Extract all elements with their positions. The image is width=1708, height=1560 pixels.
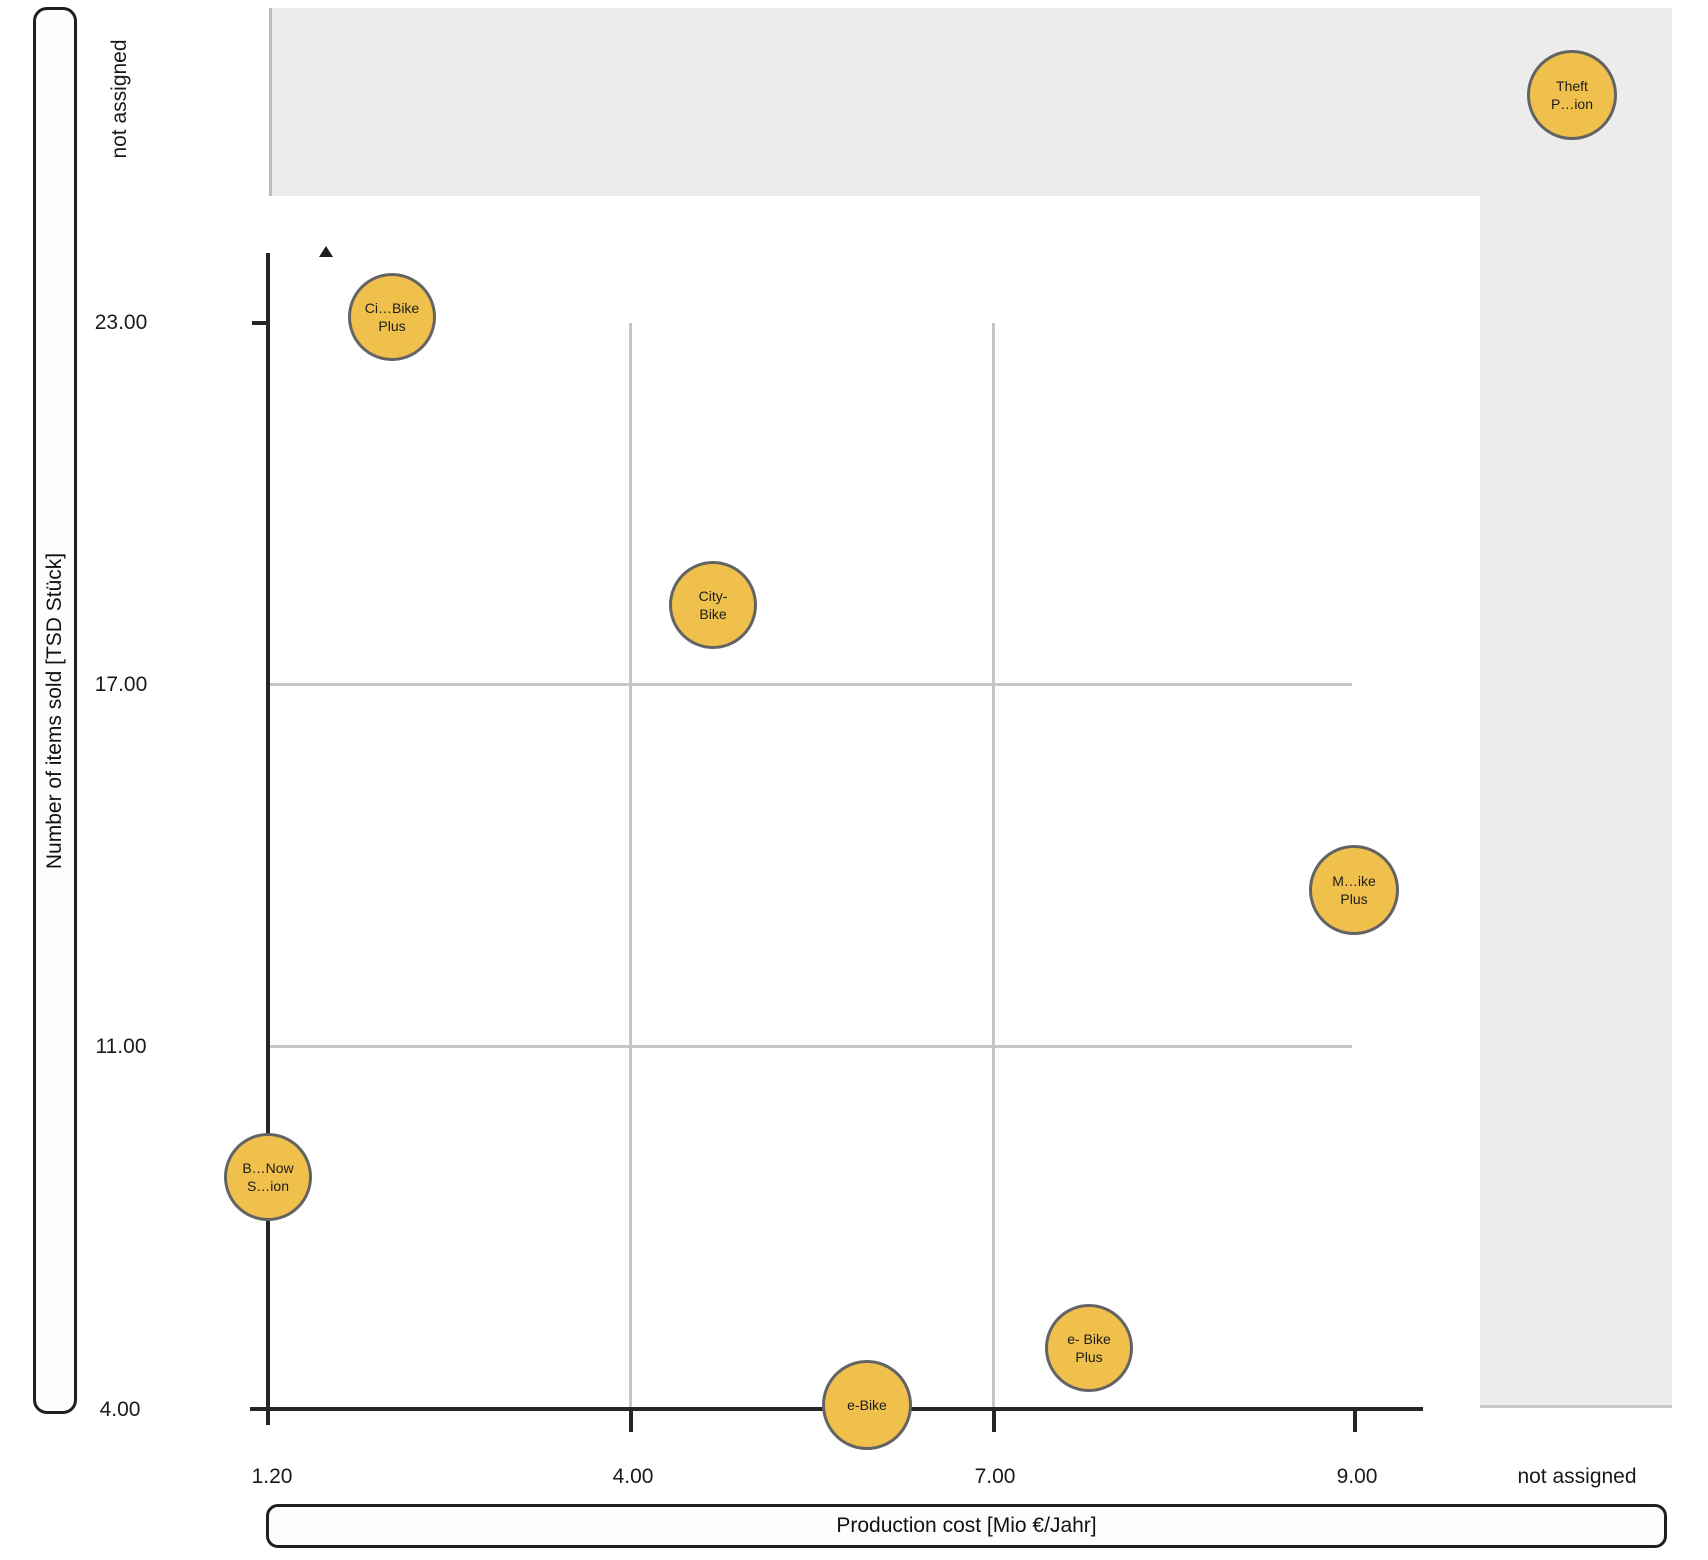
y-axis-line xyxy=(266,253,270,1425)
x-axis-title-box[interactable]: Production cost [Mio €/Jahr] xyxy=(266,1504,1667,1548)
y-tick-23 xyxy=(252,321,268,325)
bubble-label: e-Bike xyxy=(847,1396,887,1413)
y-tick-label-4: 4.00 xyxy=(99,1398,141,1421)
x-axis-title: Production cost [Mio €/Jahr] xyxy=(836,1514,1097,1537)
bubble-m-ike-plus[interactable]: M…ike Plus xyxy=(1309,845,1399,935)
bubble-label: Ci…Bike Plus xyxy=(364,299,420,334)
x-tick-7 xyxy=(992,1411,996,1432)
x-tick-label-4: 4.00 xyxy=(612,1465,654,1488)
y-tick-label-17: 17.00 xyxy=(94,673,148,696)
bubble-label: e- Bike Plus xyxy=(1067,1330,1111,1365)
bubble-b-now-s-ion[interactable]: B…Now S…ion xyxy=(224,1133,312,1221)
bubble-label: M…ike Plus xyxy=(1332,872,1376,907)
bubble-theft-p-ion[interactable]: Theft P…ion xyxy=(1527,50,1617,140)
bubble-label: Theft P…ion xyxy=(1550,77,1594,112)
not-assigned-zone-top xyxy=(269,8,1672,196)
bubble-label: City- Bike xyxy=(698,587,728,622)
gridline-horizontal-11 xyxy=(268,1045,1352,1048)
y-tick-label-11: 11.00 xyxy=(95,1035,147,1058)
bubble-e-bike[interactable]: e-Bike xyxy=(822,1360,912,1450)
x-tick-label-1-20: 1.20 xyxy=(251,1465,293,1488)
gridline-vertical-4 xyxy=(629,323,632,1409)
y-axis-title-box[interactable]: Number of items sold [TSD Stück] xyxy=(33,7,77,1414)
y-tick-label-23: 23.00 xyxy=(94,311,148,334)
gridline-horizontal-17 xyxy=(268,683,1352,686)
bubble-label: B…Now S…ion xyxy=(242,1159,294,1194)
bubble-ci-bike-plus[interactable]: Ci…Bike Plus xyxy=(348,273,436,361)
x-tick-4 xyxy=(629,1411,633,1432)
not-assigned-zone-right xyxy=(1480,196,1672,1408)
axis-arrow-icon xyxy=(319,246,333,257)
bubble-e-bike-plus[interactable]: e- Bike Plus xyxy=(1045,1304,1133,1392)
x-tick-label-7: 7.00 xyxy=(974,1465,1016,1488)
x-tick-9 xyxy=(1353,1411,1357,1432)
x-tick-label-9: 9.00 xyxy=(1336,1465,1378,1488)
gridline-vertical-7 xyxy=(992,323,995,1409)
x-tick-label-not-assigned: not assigned xyxy=(1517,1465,1637,1488)
bubble-city-bike[interactable]: City- Bike xyxy=(669,561,757,649)
